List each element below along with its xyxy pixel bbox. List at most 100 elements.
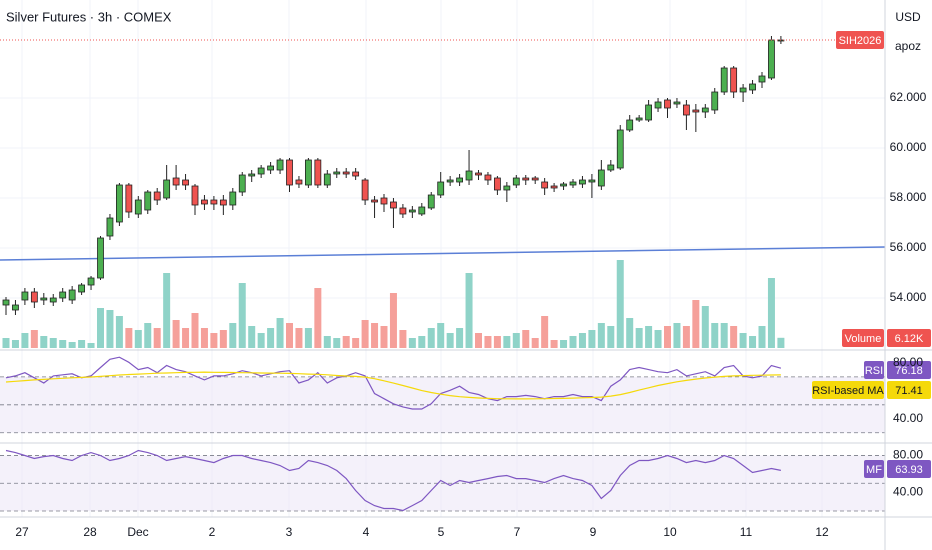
candle-body xyxy=(304,159,312,186)
volume-bar xyxy=(229,323,237,348)
candle-body xyxy=(465,170,473,181)
y-tick-label: 56.000 xyxy=(890,240,927,254)
candle-body xyxy=(503,185,511,191)
candle-body xyxy=(125,184,133,213)
volume-bar xyxy=(522,330,530,348)
volume-bar xyxy=(465,273,473,348)
candle-body xyxy=(418,206,426,215)
volume-value-label: 6.12K xyxy=(895,333,924,345)
chart-title: Silver Futures · 3h · COMEX xyxy=(6,9,172,24)
volume-bar xyxy=(295,328,303,348)
candle-body xyxy=(40,297,48,301)
candle-body xyxy=(191,185,199,206)
x-tick-label: 9 xyxy=(590,525,597,539)
volume-bar xyxy=(125,328,133,348)
volume-bar xyxy=(626,318,634,348)
volume-bar xyxy=(701,306,709,348)
candle-body xyxy=(333,171,341,175)
candle-body xyxy=(768,39,775,79)
candle-body xyxy=(607,164,615,171)
candle-body xyxy=(163,179,171,199)
volume-bar xyxy=(78,340,86,348)
candle-body xyxy=(711,91,719,111)
candle-body xyxy=(68,289,76,301)
y-tick-label: 40.00 xyxy=(893,485,923,499)
series-value-tag xyxy=(887,460,931,478)
volume-name-label: Volume xyxy=(845,333,882,345)
candle-body xyxy=(276,159,284,171)
volume-bar xyxy=(267,328,275,348)
candle-body xyxy=(456,177,464,183)
volume-bar xyxy=(342,336,350,348)
x-tick-label: 3 xyxy=(286,525,293,539)
x-tick-label: 11 xyxy=(740,525,753,539)
mf-pane xyxy=(0,449,885,512)
volume-bar xyxy=(333,338,341,348)
volume-bar xyxy=(767,278,775,348)
candle-body xyxy=(616,129,624,169)
volume-bar xyxy=(323,336,331,348)
indicator-line xyxy=(5,371,781,400)
axis-note: apoz xyxy=(895,39,921,53)
volume-bar xyxy=(654,330,662,348)
volume-bar xyxy=(163,273,171,348)
x-tick-label: 7 xyxy=(514,525,521,539)
series-name-tag xyxy=(864,460,884,478)
volume-bar xyxy=(200,328,208,348)
volume-bar xyxy=(153,328,161,348)
volume-bar xyxy=(616,260,624,348)
candle-body xyxy=(408,209,416,213)
candle-body xyxy=(352,171,360,177)
candle-body xyxy=(749,83,756,91)
volume-bar xyxy=(531,338,539,348)
series-value-tag xyxy=(887,361,931,379)
candle-body xyxy=(87,277,95,286)
volume-bar xyxy=(758,326,766,348)
volume-bar xyxy=(427,328,435,348)
symbol-tag xyxy=(836,31,884,49)
candle-body xyxy=(493,177,501,191)
volume-bar xyxy=(730,326,738,348)
volume-bar xyxy=(399,330,407,348)
candle-body xyxy=(380,197,388,205)
candle-body xyxy=(579,179,586,185)
candle-body xyxy=(182,179,189,186)
volume-bar xyxy=(380,326,388,348)
series-value-tag xyxy=(887,381,931,399)
candle-body xyxy=(569,181,577,186)
candle-body xyxy=(588,179,596,183)
y-tick-label: 80.00 xyxy=(893,448,923,462)
x-tick-label: 10 xyxy=(663,525,677,539)
series-name-label: RSI-based MA xyxy=(812,385,884,397)
volume-bar xyxy=(40,336,48,348)
series-name-label: RSI xyxy=(865,365,883,377)
price-pane xyxy=(0,36,885,348)
volume-bar xyxy=(692,300,700,348)
volume-bar xyxy=(314,288,322,348)
candle-body xyxy=(97,237,104,279)
volume-bar xyxy=(550,340,558,348)
candle-body xyxy=(522,177,530,181)
volume-bar xyxy=(97,308,104,348)
y-tick-label: 80.00 xyxy=(893,355,923,369)
volume-bar xyxy=(248,326,256,348)
volume-name-tag xyxy=(842,329,884,347)
symbol-tag-label: SIH2026 xyxy=(839,35,882,47)
candle-body xyxy=(267,165,275,171)
volume-bar xyxy=(437,323,445,348)
candle-body xyxy=(399,207,407,215)
candle-body xyxy=(673,101,681,105)
volume-bar xyxy=(560,340,568,348)
x-tick-label: 5 xyxy=(438,525,445,539)
volume-bar xyxy=(191,313,199,348)
volume-bar xyxy=(219,330,227,348)
y-tick-label: 40.00 xyxy=(893,411,923,425)
volume-bar xyxy=(371,323,379,348)
series-name-label: MF xyxy=(866,464,882,476)
volume-bar xyxy=(115,316,123,348)
candle-body xyxy=(371,199,378,203)
candle-body xyxy=(484,174,492,181)
candle-body xyxy=(144,191,152,211)
candle-body xyxy=(758,75,766,83)
series-name-tag xyxy=(812,381,884,399)
